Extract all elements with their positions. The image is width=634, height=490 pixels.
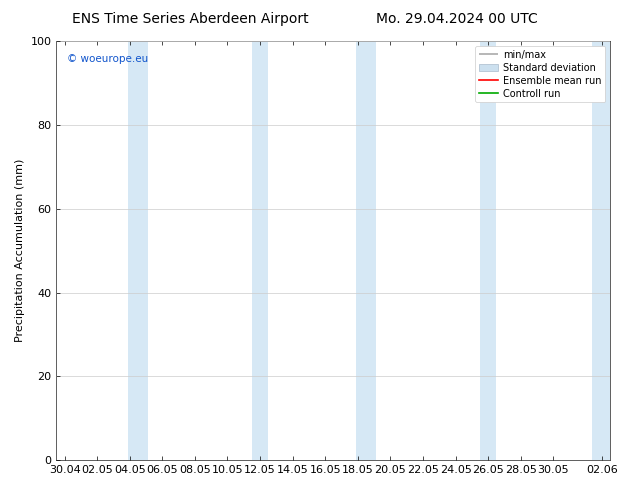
Bar — [128, 41, 148, 460]
Legend: min/max, Standard deviation, Ensemble mean run, Controll run: min/max, Standard deviation, Ensemble me… — [475, 46, 605, 102]
Bar — [592, 41, 612, 460]
Text: Mo. 29.04.2024 00 UTC: Mo. 29.04.2024 00 UTC — [375, 12, 538, 26]
Bar — [480, 41, 496, 460]
Bar — [252, 41, 268, 460]
Bar — [356, 41, 376, 460]
Y-axis label: Precipitation Accumulation (mm): Precipitation Accumulation (mm) — [15, 159, 25, 343]
Text: ENS Time Series Aberdeen Airport: ENS Time Series Aberdeen Airport — [72, 12, 309, 26]
Text: © woeurope.eu: © woeurope.eu — [67, 53, 149, 64]
